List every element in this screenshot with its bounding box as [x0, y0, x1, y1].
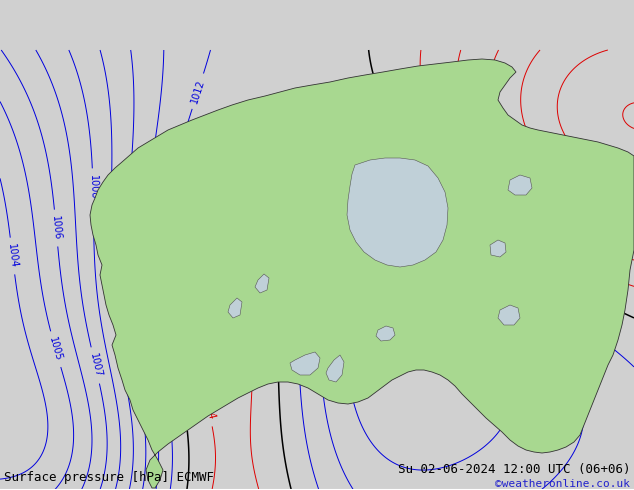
Polygon shape [490, 240, 506, 257]
Text: 1014: 1014 [573, 257, 600, 277]
Text: 1008: 1008 [87, 174, 98, 199]
Text: 1007: 1007 [87, 352, 103, 379]
Text: 1012: 1012 [550, 301, 576, 323]
Polygon shape [290, 352, 320, 375]
Polygon shape [326, 355, 344, 382]
Text: 1014: 1014 [200, 395, 216, 421]
Text: 1010: 1010 [128, 352, 142, 378]
Text: ©weatheronline.co.uk: ©weatheronline.co.uk [495, 479, 630, 489]
Polygon shape [508, 175, 532, 195]
Text: 1011: 1011 [145, 149, 158, 175]
Polygon shape [228, 298, 242, 318]
Text: 1011: 1011 [486, 287, 511, 310]
Text: 1017: 1017 [556, 171, 582, 193]
Text: 1004: 1004 [6, 243, 19, 269]
Text: 1005: 1005 [48, 336, 64, 363]
Text: 1018: 1018 [604, 168, 630, 185]
Text: 1016: 1016 [597, 220, 623, 237]
Text: 1009: 1009 [105, 219, 115, 244]
Polygon shape [347, 158, 448, 267]
Polygon shape [90, 59, 634, 488]
Polygon shape [376, 326, 395, 341]
Text: 1012: 1012 [190, 78, 207, 104]
Text: Surface pressure [hPa] ECMWF: Surface pressure [hPa] ECMWF [4, 470, 214, 484]
Text: 1006: 1006 [50, 216, 62, 241]
Text: 1010: 1010 [450, 301, 475, 324]
Polygon shape [255, 274, 269, 293]
Text: 1015: 1015 [538, 213, 565, 235]
Text: 1013: 1013 [174, 380, 189, 406]
Text: Su 02-06-2024 12:00 UTC (06+06): Su 02-06-2024 12:00 UTC (06+06) [398, 464, 630, 476]
Polygon shape [498, 305, 520, 325]
Text: 1013: 1013 [594, 295, 620, 315]
